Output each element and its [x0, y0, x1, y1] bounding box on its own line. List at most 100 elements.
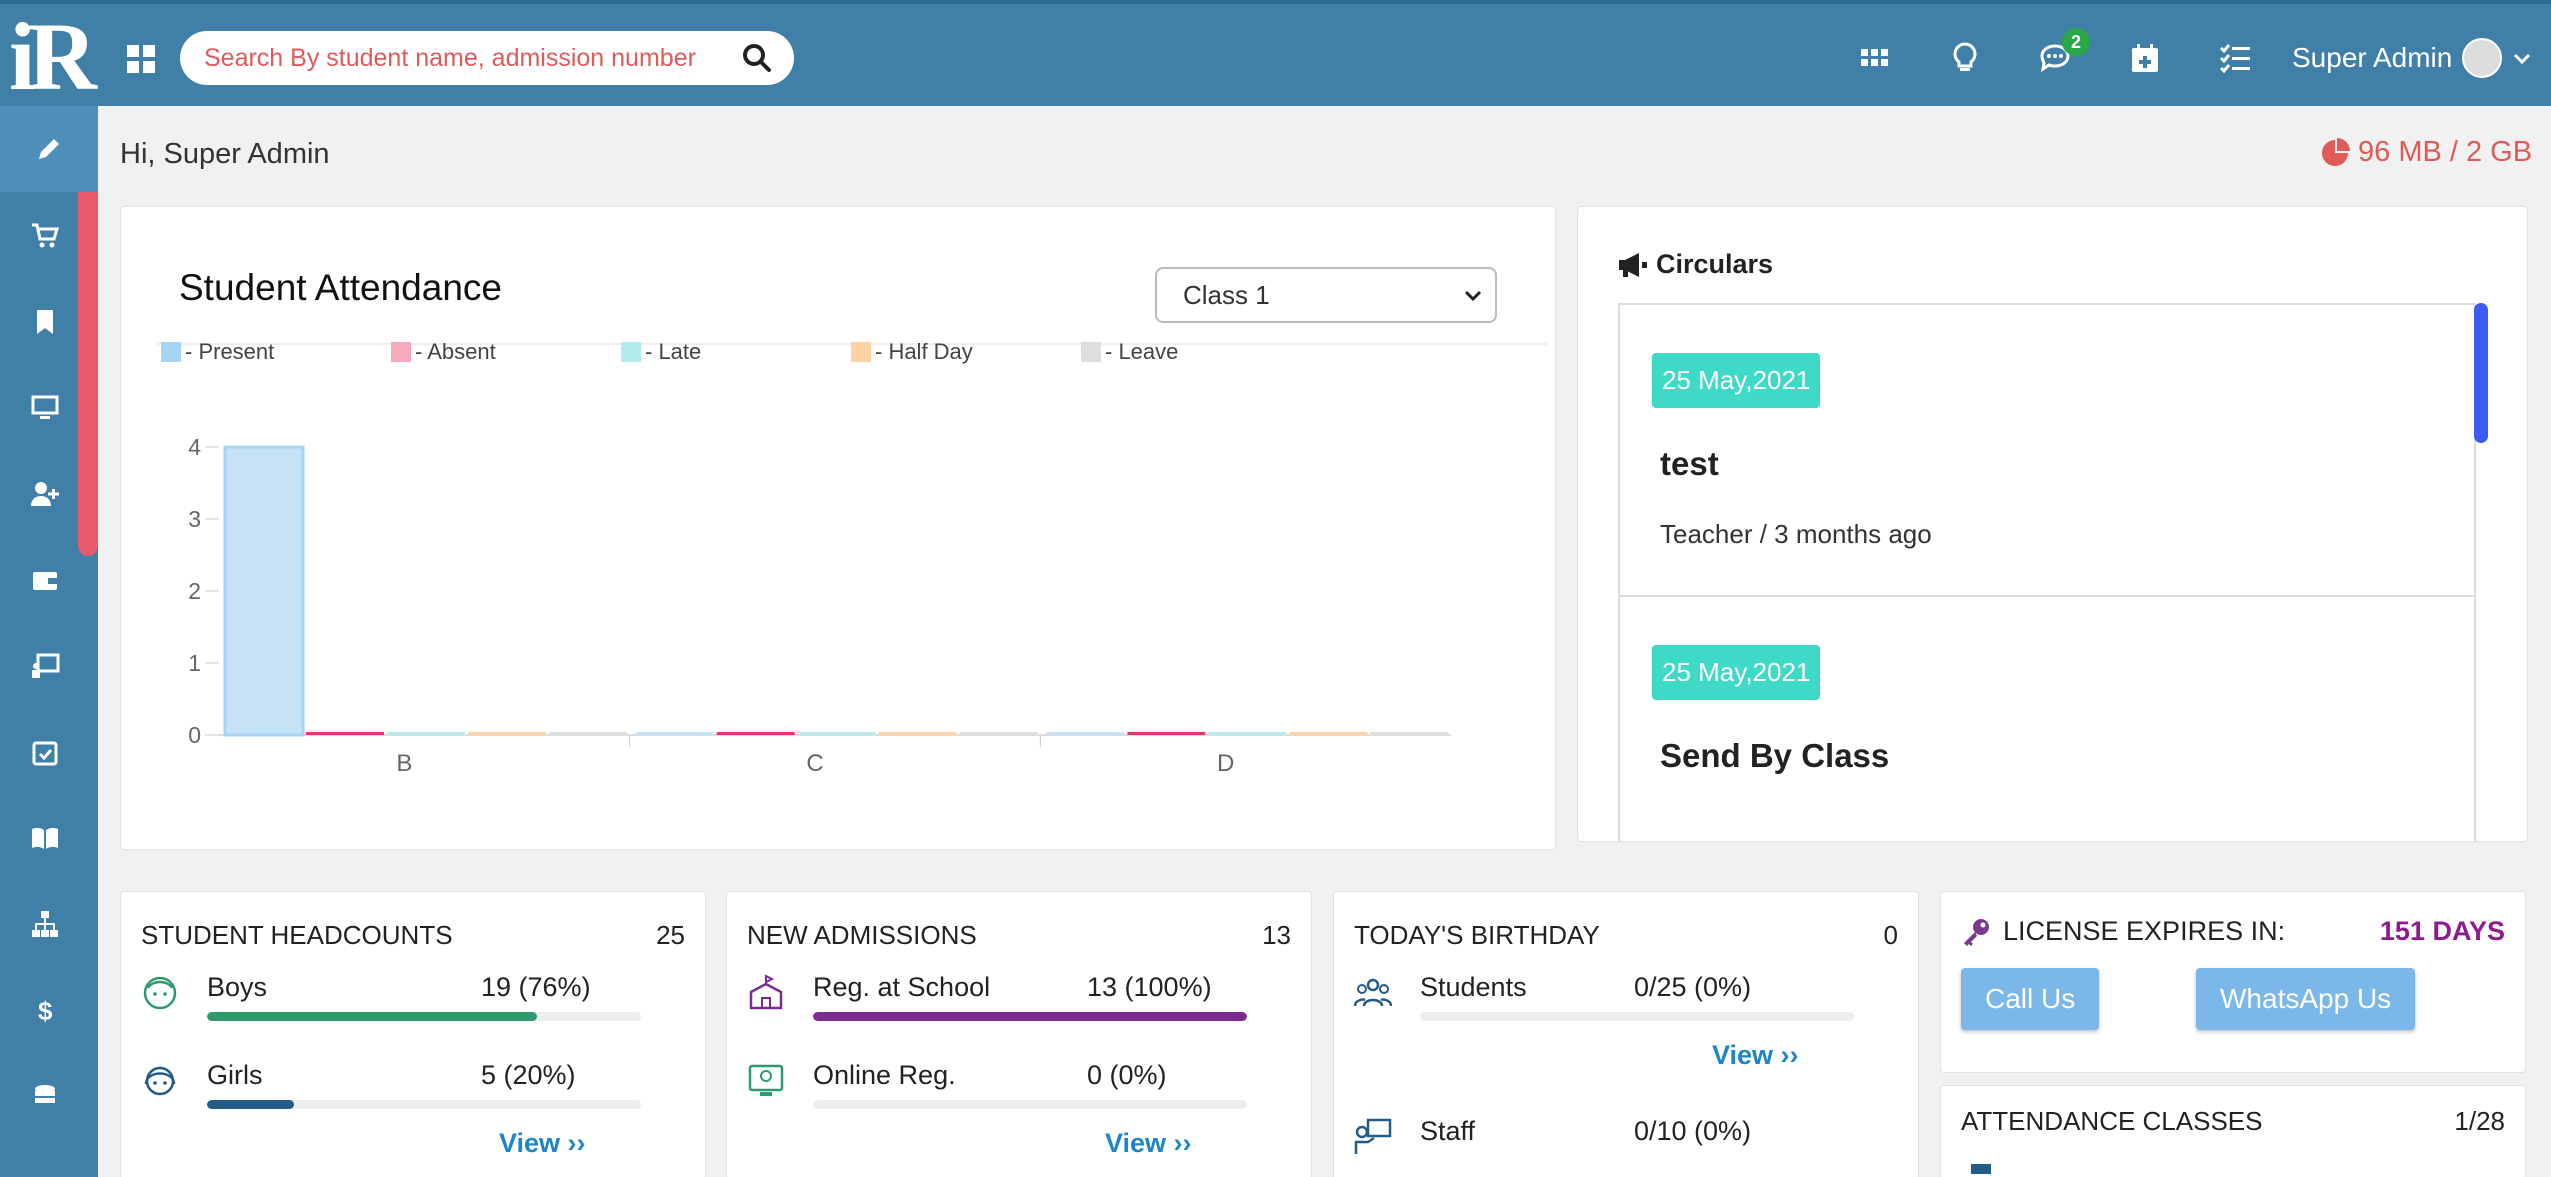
apps-icon[interactable] — [1830, 34, 1920, 82]
row-label: Boys — [207, 972, 268, 1002]
attendance-card: Student Attendance Class 1 - Present - A… — [120, 206, 1556, 850]
list-item[interactable]: 25 May,2021 test Teacher / 3 months ago — [1620, 305, 2474, 597]
x-tick-label: B — [396, 750, 412, 777]
teacher-icon — [1354, 1118, 1392, 1154]
view-link[interactable]: View ›› — [1105, 1128, 1192, 1158]
key-icon — [1964, 918, 1989, 946]
legend-item[interactable]: - Late — [621, 339, 851, 365]
call-us-button[interactable]: Call Us — [1961, 968, 2100, 1030]
progress-bar — [1420, 1012, 1854, 1021]
legend-item[interactable]: - Present — [161, 339, 391, 365]
class-select[interactable]: Class 1 — [1155, 267, 1497, 323]
wallet-icon[interactable] — [0, 550, 90, 610]
dollar-icon[interactable]: $ — [0, 980, 90, 1040]
avatar — [2462, 38, 2503, 78]
progress-bar — [207, 1012, 641, 1021]
search-input[interactable] — [204, 43, 742, 73]
lightbulb-icon[interactable] — [1920, 34, 2010, 82]
circulars-list: 25 May,2021 test Teacher / 3 months ago … — [1618, 303, 2476, 841]
students-row: Students 0/25 (0%) — [1354, 972, 1854, 1042]
license-card: LICENSE EXPIRES IN: 151 DAYS Call Us Wha… — [1940, 891, 2526, 1073]
coins-icon[interactable] — [0, 1066, 90, 1126]
chart-bar — [223, 445, 305, 737]
row-value: 0/10 (0%) — [1634, 1116, 1752, 1146]
row-label: Students — [1420, 972, 1527, 1002]
monitor-icon[interactable] — [0, 378, 90, 438]
sitemap-icon[interactable] — [0, 894, 90, 954]
x-tick-label: D — [1217, 750, 1234, 777]
progress-bar — [813, 1100, 1247, 1109]
view-link[interactable]: View ›› — [1712, 1040, 1799, 1070]
user-plus-icon[interactable] — [0, 464, 90, 524]
row-value: 5 (20%) — [481, 1060, 576, 1090]
date-badge: 25 May,2021 — [1652, 353, 1821, 408]
bookmark-icon[interactable] — [0, 292, 90, 352]
megaphone-icon — [1619, 252, 1647, 277]
chevron-down-icon — [2514, 53, 2531, 65]
view-link[interactable]: View ›› — [499, 1128, 586, 1158]
boys-row: Boys 19 (76%) — [141, 972, 641, 1042]
row-value: 0 (0%) — [1087, 1060, 1167, 1090]
attendance-classes-value: 1/28 — [2454, 1106, 2505, 1136]
circulars-scrollbar[interactable] — [2474, 303, 2488, 443]
search-icon[interactable] — [742, 43, 772, 73]
license-days: 151 DAYS — [2379, 916, 2505, 946]
y-tick-label: 1 — [188, 650, 201, 676]
online-registration-icon — [748, 1064, 784, 1096]
messages-icon[interactable]: 2 — [2010, 28, 2100, 82]
chart-bar — [797, 732, 876, 735]
search-bar — [180, 31, 794, 85]
chart-bar — [468, 732, 546, 735]
legend-item[interactable]: - Half Day — [851, 339, 1081, 365]
progress-bar — [207, 1100, 641, 1109]
circulars-card: Circulars 25 May,2021 test Teacher / 3 m… — [1577, 206, 2528, 842]
calendar-check-icon[interactable] — [0, 722, 90, 782]
chart-bar — [306, 732, 384, 735]
row-label: Online Reg. — [813, 1060, 956, 1090]
license-header: LICENSE EXPIRES IN: — [1961, 916, 2285, 947]
chart-bar — [716, 732, 795, 735]
whatsapp-button[interactable]: WhatsApp Us — [2196, 968, 2416, 1030]
attendance-classes-title: ATTENDANCE CLASSES — [1961, 1106, 2263, 1136]
tasks-icon[interactable] — [2190, 34, 2280, 82]
sidebar-scrollbar[interactable] — [78, 106, 98, 556]
cart-icon[interactable] — [0, 206, 90, 266]
book-icon[interactable] — [0, 808, 90, 868]
legend-item[interactable]: - Leave — [1081, 339, 1178, 365]
birthday-total: 0 — [1883, 920, 1898, 950]
chart-bar — [635, 732, 714, 735]
storage-usage: 96 MB / 2 GB — [2320, 136, 2532, 169]
circulars-header: Circulars — [1616, 249, 1773, 280]
legend-item[interactable]: - Absent — [391, 339, 621, 365]
row-label: Girls — [207, 1060, 263, 1090]
birthday-card: TODAY'S BIRTHDAY 0 Students 0/25 (0%) Vie… — [1333, 891, 1919, 1177]
chart-bar — [959, 732, 1038, 735]
headcounts-total: 25 — [656, 920, 685, 950]
license-title: LICENSE EXPIRES IN: — [2003, 916, 2286, 946]
girl-icon — [144, 1066, 176, 1096]
chart-bar — [1046, 732, 1125, 735]
app-logo[interactable]: iR — [0, 4, 98, 110]
attendance-title: Student Attendance — [179, 267, 502, 308]
headcounts-title: STUDENT HEADCOUNTS — [141, 920, 453, 950]
storage-text: 96 MB / 2 GB — [2358, 136, 2533, 168]
boy-icon — [143, 976, 177, 1010]
chart-legend: - Present - Absent - Late - Half Day - L… — [161, 339, 1178, 365]
y-tick-label: 2 — [188, 578, 201, 604]
list-item[interactable]: 25 May,2021 Send By Class — [1620, 597, 2474, 841]
y-tick-label: 3 — [188, 506, 201, 532]
top-bar: iR 2 Super Admin — [0, 0, 2551, 110]
admissions-card: NEW ADMISSIONS 13 Reg. at School 13 (100%… — [726, 891, 1312, 1177]
students-group-icon — [1354, 978, 1392, 1007]
headcounts-card: STUDENT HEADCOUNTS 25 Boys 19 (76%) Girls… — [120, 891, 706, 1177]
classroom-icon[interactable] — [0, 636, 90, 696]
user-menu[interactable]: Super Admin — [2292, 34, 2532, 82]
circular-meta: Teacher / 3 months ago — [1660, 519, 1932, 549]
school-icon — [749, 974, 783, 1010]
chart-bar — [387, 732, 465, 735]
pencil-icon[interactable] — [0, 106, 98, 192]
calendar-plus-icon[interactable] — [2100, 34, 2190, 82]
menu-grid-icon[interactable] — [126, 44, 156, 74]
greeting: Hi, Super Admin — [120, 138, 330, 170]
circulars-title: Circulars — [1656, 249, 1774, 279]
